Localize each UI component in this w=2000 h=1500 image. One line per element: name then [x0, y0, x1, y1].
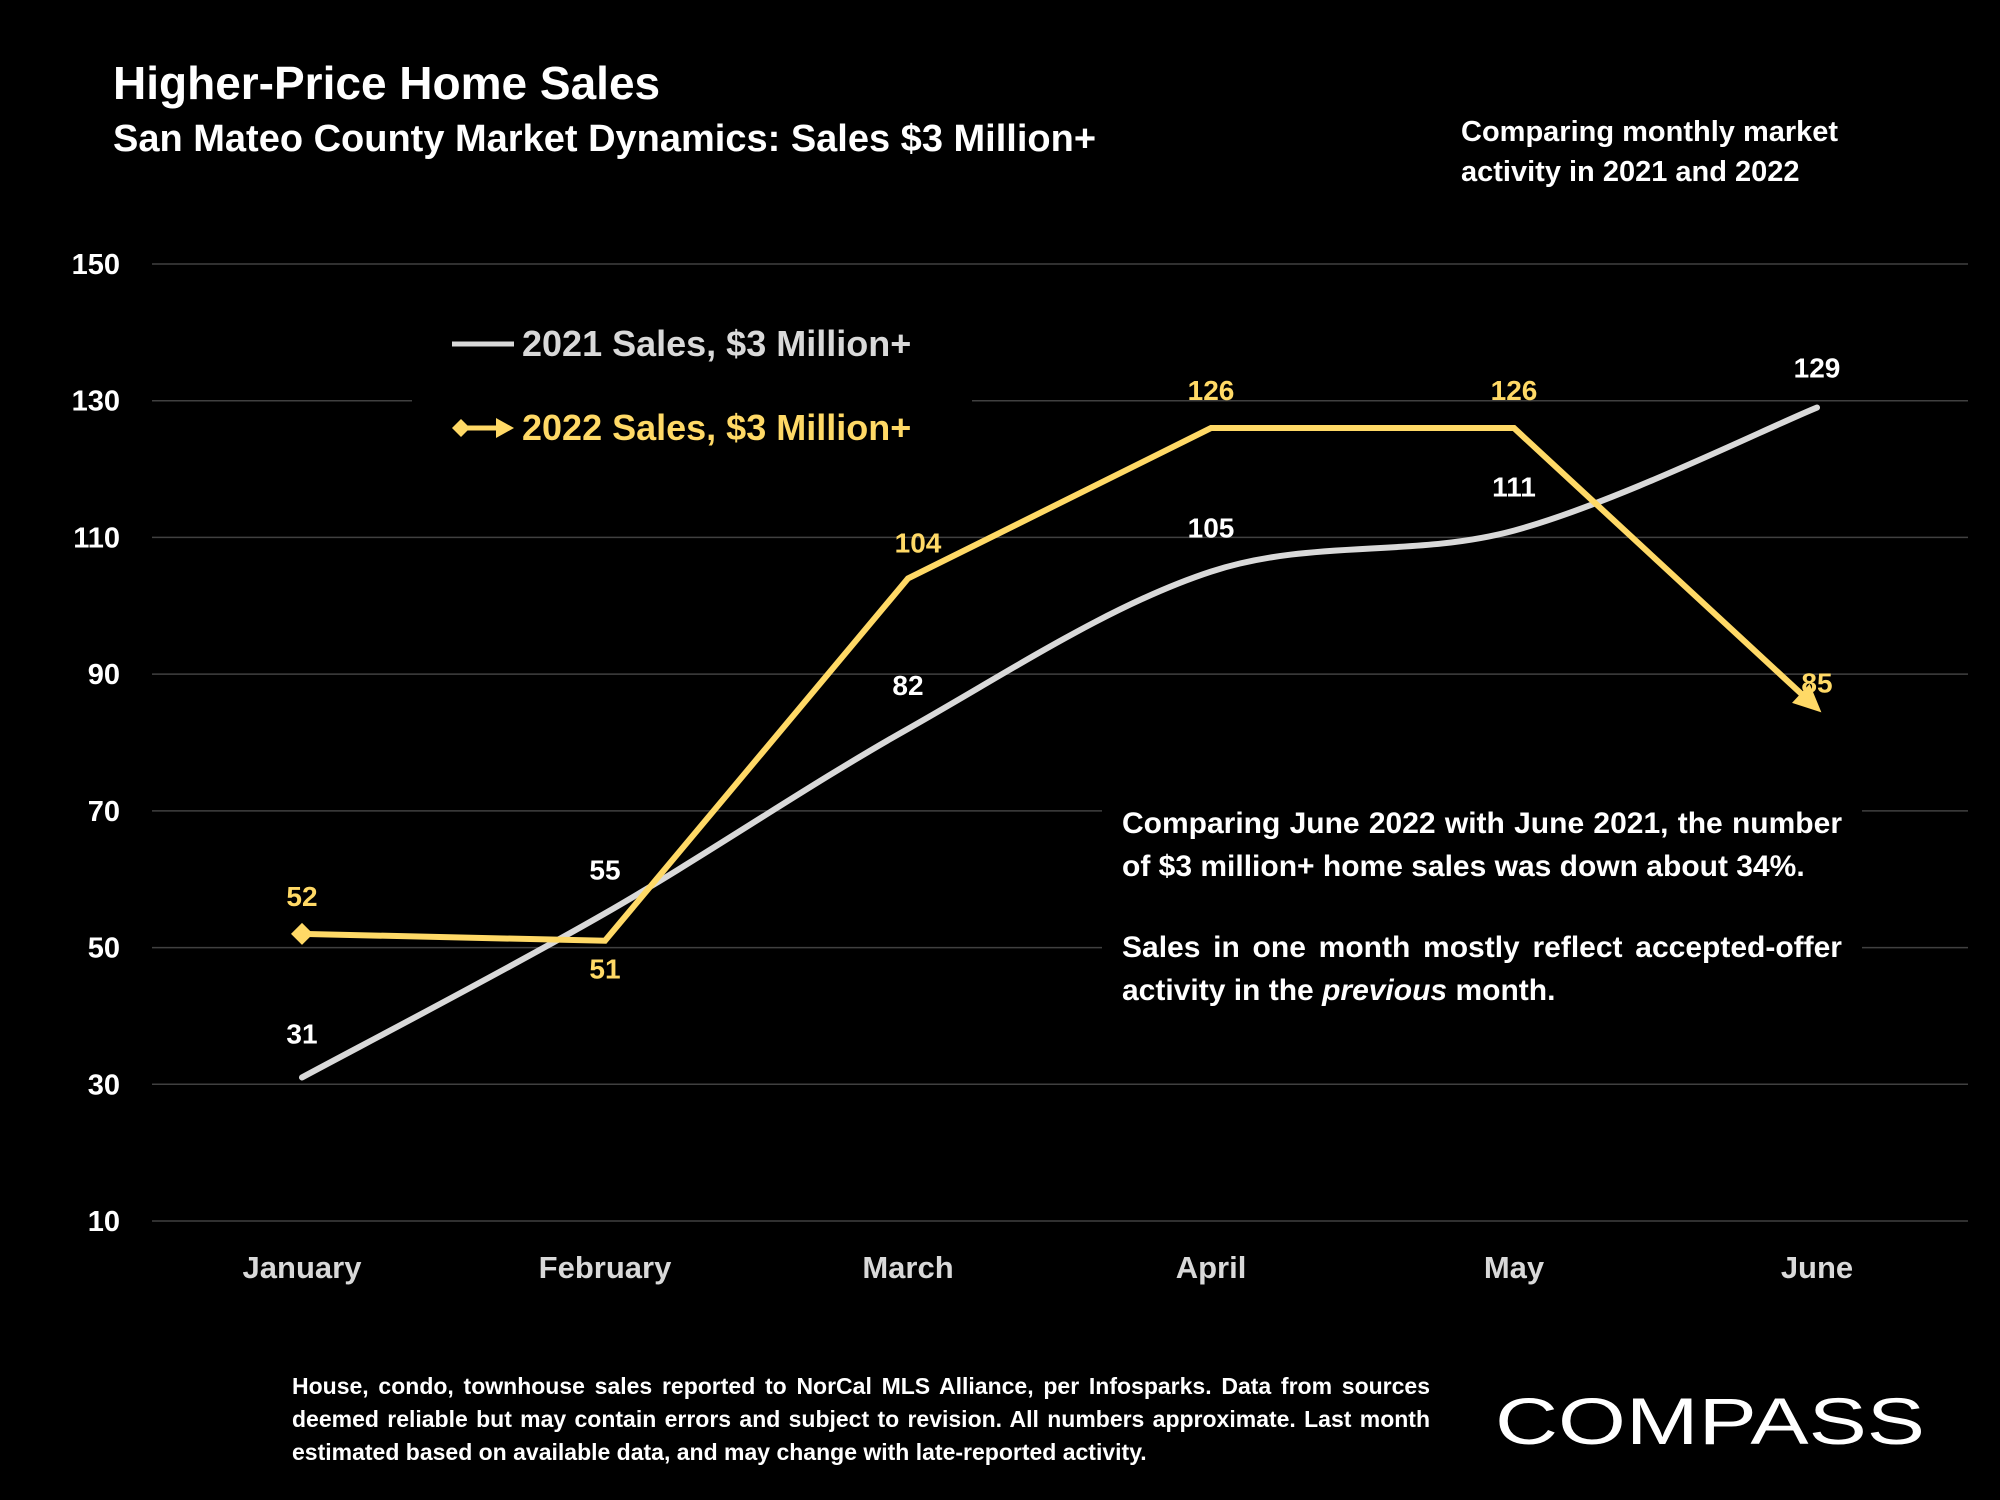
comparison-note: Comparing monthly market activity in 202… [1461, 112, 1838, 192]
y-tick-label: 10 [88, 1206, 120, 1238]
legend: 2021 Sales, $3 Million+ 2022 Sales, $3 M… [412, 300, 972, 480]
y-tick-label: 90 [88, 659, 120, 691]
x-tick-label: March [862, 1250, 953, 1285]
y-tick-label: 130 [72, 386, 120, 418]
annotation-paragraph-2-end: month. [1447, 974, 1556, 1007]
x-tick-label: February [539, 1250, 672, 1285]
legend-item-2022: 2022 Sales, $3 Million+ [452, 398, 911, 458]
data-label-2022: 52 [286, 881, 317, 912]
x-tick-label: June [1781, 1250, 1853, 1285]
y-tick-label: 70 [88, 796, 120, 828]
chart-subtitle: San Mateo County Market Dynamics: Sales … [113, 118, 1097, 160]
comparison-note-line2: activity in 2021 and 2022 [1461, 156, 1800, 188]
annotation-paragraph-2-start: Sales in one month mostly reflect accept… [1122, 931, 1842, 1007]
legend-label-2021: 2021 Sales, $3 Million+ [522, 323, 912, 364]
data-label-2021: 111 [1492, 472, 1536, 503]
annotation-paragraph-2: Sales in one month mostly reflect accept… [1122, 926, 1842, 1012]
y-tick-label: 30 [88, 1069, 120, 1101]
data-label-2021: 105 [1188, 513, 1235, 544]
line-chart: 10 30 50 70 90 110 130 150 January February March… [72, 249, 1968, 1285]
data-label-2021: 129 [1794, 353, 1841, 384]
data-label-2022: 126 [1188, 375, 1235, 406]
legend-diamond-arrow-icon [452, 418, 514, 438]
annotation-box: Comparing June 2022 with June 2021, the … [1102, 790, 1862, 1060]
x-tick-label: April [1176, 1250, 1247, 1285]
series-2022-line [301, 425, 1806, 944]
data-label-2021: 55 [589, 854, 620, 885]
compass-logo: COMPASS [1495, 1384, 1925, 1452]
y-tick-label: 50 [88, 933, 120, 965]
series-2022-end-arrow [1792, 683, 1822, 713]
data-label-2022: 51 [589, 954, 620, 985]
data-label-2021: 31 [286, 1018, 317, 1049]
x-axis-ticks: January February March April May June [243, 1250, 1854, 1285]
compass-logo-text: COMPASS [1495, 1384, 1925, 1452]
data-label-2022: 126 [1491, 375, 1538, 406]
x-tick-label: January [243, 1250, 363, 1285]
chart-title: Higher-Price Home Sales [113, 57, 661, 109]
data-label-2022: 104 [895, 527, 942, 558]
annotation-emphasis: previous [1322, 974, 1448, 1007]
y-tick-label: 110 [73, 522, 120, 554]
legend-item-2021: 2021 Sales, $3 Million+ [452, 314, 911, 374]
annotation-paragraph-1: Comparing June 2022 with June 2021, the … [1122, 807, 1842, 883]
comparison-note-line1: Comparing monthly market [1461, 116, 1839, 148]
source-disclaimer: House, condo, townhouse sales reported t… [292, 1373, 1430, 1465]
legend-label-2022: 2022 Sales, $3 Million+ [522, 407, 912, 448]
legend-line-icon [452, 341, 514, 347]
data-label-2021: 82 [892, 670, 923, 701]
series-lines [291, 404, 1822, 1081]
x-tick-label: May [1484, 1250, 1545, 1285]
y-tick-label: 150 [72, 249, 120, 281]
data-labels: 31 55 82 105 111 129 52 51 104 126 126 85 [286, 353, 1840, 1050]
data-label-2022: 85 [1801, 667, 1832, 698]
series-2022-start-diamond [291, 922, 313, 945]
y-axis-ticks: 10 30 50 70 90 110 130 150 [72, 249, 120, 1238]
